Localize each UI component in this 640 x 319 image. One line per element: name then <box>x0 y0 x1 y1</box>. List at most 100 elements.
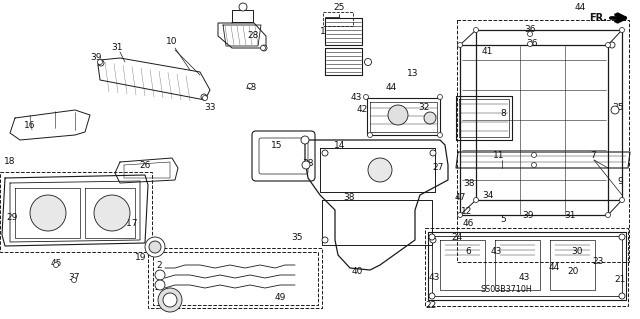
Circle shape <box>149 241 161 253</box>
Circle shape <box>609 42 615 48</box>
Circle shape <box>474 197 479 203</box>
Text: 28: 28 <box>247 31 259 40</box>
Text: 8: 8 <box>500 109 506 118</box>
Text: 21: 21 <box>614 276 626 285</box>
Circle shape <box>239 3 247 11</box>
Text: 45: 45 <box>51 258 61 268</box>
Text: 48: 48 <box>159 302 171 311</box>
Text: 0-17: 0-17 <box>118 219 138 228</box>
Text: 20: 20 <box>567 268 579 277</box>
Circle shape <box>97 60 102 64</box>
Circle shape <box>30 195 66 231</box>
Text: 37: 37 <box>68 273 80 283</box>
Circle shape <box>527 32 532 36</box>
Bar <box>425 228 628 306</box>
Circle shape <box>98 60 104 66</box>
Text: FR.: FR. <box>589 13 607 23</box>
Text: 27: 27 <box>432 164 444 173</box>
Text: 35: 35 <box>291 233 303 241</box>
Text: 26: 26 <box>140 160 150 169</box>
Text: 2: 2 <box>154 283 160 292</box>
Text: 44: 44 <box>548 263 559 271</box>
Circle shape <box>438 94 442 100</box>
Circle shape <box>302 161 310 169</box>
Text: 43: 43 <box>518 272 530 281</box>
Text: 47: 47 <box>454 192 466 202</box>
Text: 18: 18 <box>4 158 16 167</box>
Circle shape <box>158 288 182 312</box>
Circle shape <box>430 237 436 243</box>
FancyBboxPatch shape <box>252 131 315 181</box>
Text: 7: 7 <box>590 152 596 160</box>
Bar <box>457 20 629 262</box>
Text: 39: 39 <box>90 54 102 63</box>
Text: 29: 29 <box>6 213 18 222</box>
Circle shape <box>155 280 165 290</box>
Circle shape <box>163 293 177 307</box>
Circle shape <box>458 42 463 48</box>
Text: 1: 1 <box>320 27 326 36</box>
Text: 43: 43 <box>245 84 257 93</box>
Text: 24: 24 <box>451 233 463 241</box>
FancyBboxPatch shape <box>259 138 308 174</box>
Text: 44: 44 <box>574 4 586 12</box>
Text: 9: 9 <box>617 177 623 187</box>
Text: 32: 32 <box>419 103 429 113</box>
Circle shape <box>611 106 619 114</box>
Circle shape <box>94 195 130 231</box>
Bar <box>148 248 322 308</box>
Circle shape <box>368 158 392 182</box>
Text: 38: 38 <box>463 180 475 189</box>
Circle shape <box>605 42 611 48</box>
Circle shape <box>54 263 58 268</box>
Circle shape <box>620 197 625 203</box>
Text: SS03B3710H: SS03B3710H <box>480 285 532 293</box>
Text: 31: 31 <box>564 211 576 219</box>
Text: 43: 43 <box>428 272 440 281</box>
Text: 10: 10 <box>166 38 178 47</box>
Circle shape <box>424 112 436 124</box>
Text: 5: 5 <box>500 216 506 225</box>
Circle shape <box>72 278 77 283</box>
Text: 2: 2 <box>156 261 162 270</box>
Text: 38: 38 <box>302 160 314 168</box>
Circle shape <box>619 234 625 240</box>
Circle shape <box>322 237 328 243</box>
Circle shape <box>261 45 267 51</box>
Text: 38: 38 <box>343 192 355 202</box>
Circle shape <box>201 94 207 100</box>
Circle shape <box>531 162 536 167</box>
Text: 35: 35 <box>612 103 624 113</box>
Circle shape <box>155 270 165 280</box>
Text: 6: 6 <box>465 248 471 256</box>
Text: 23: 23 <box>592 257 604 266</box>
Circle shape <box>301 136 309 144</box>
Circle shape <box>365 58 371 65</box>
Text: 34: 34 <box>483 191 493 201</box>
Circle shape <box>619 293 625 299</box>
Circle shape <box>145 237 165 257</box>
Circle shape <box>527 41 532 47</box>
Circle shape <box>474 27 479 33</box>
Text: 16: 16 <box>24 122 36 130</box>
Circle shape <box>367 132 372 137</box>
Text: 43: 43 <box>350 93 362 101</box>
Text: 22: 22 <box>426 300 436 309</box>
Text: 49: 49 <box>275 293 285 302</box>
Circle shape <box>248 84 253 88</box>
Text: 25: 25 <box>333 3 345 11</box>
Text: 12: 12 <box>461 206 473 216</box>
Circle shape <box>605 212 611 218</box>
Circle shape <box>260 46 266 50</box>
Circle shape <box>388 105 408 125</box>
Text: 13: 13 <box>407 70 419 78</box>
Text: 36: 36 <box>524 26 536 34</box>
Text: 36: 36 <box>526 39 538 48</box>
Circle shape <box>364 94 369 100</box>
Text: 14: 14 <box>334 140 346 150</box>
Circle shape <box>531 152 536 158</box>
Text: 31: 31 <box>111 42 123 51</box>
Text: 19: 19 <box>135 254 147 263</box>
Text: 44: 44 <box>385 84 397 93</box>
Circle shape <box>458 212 463 218</box>
